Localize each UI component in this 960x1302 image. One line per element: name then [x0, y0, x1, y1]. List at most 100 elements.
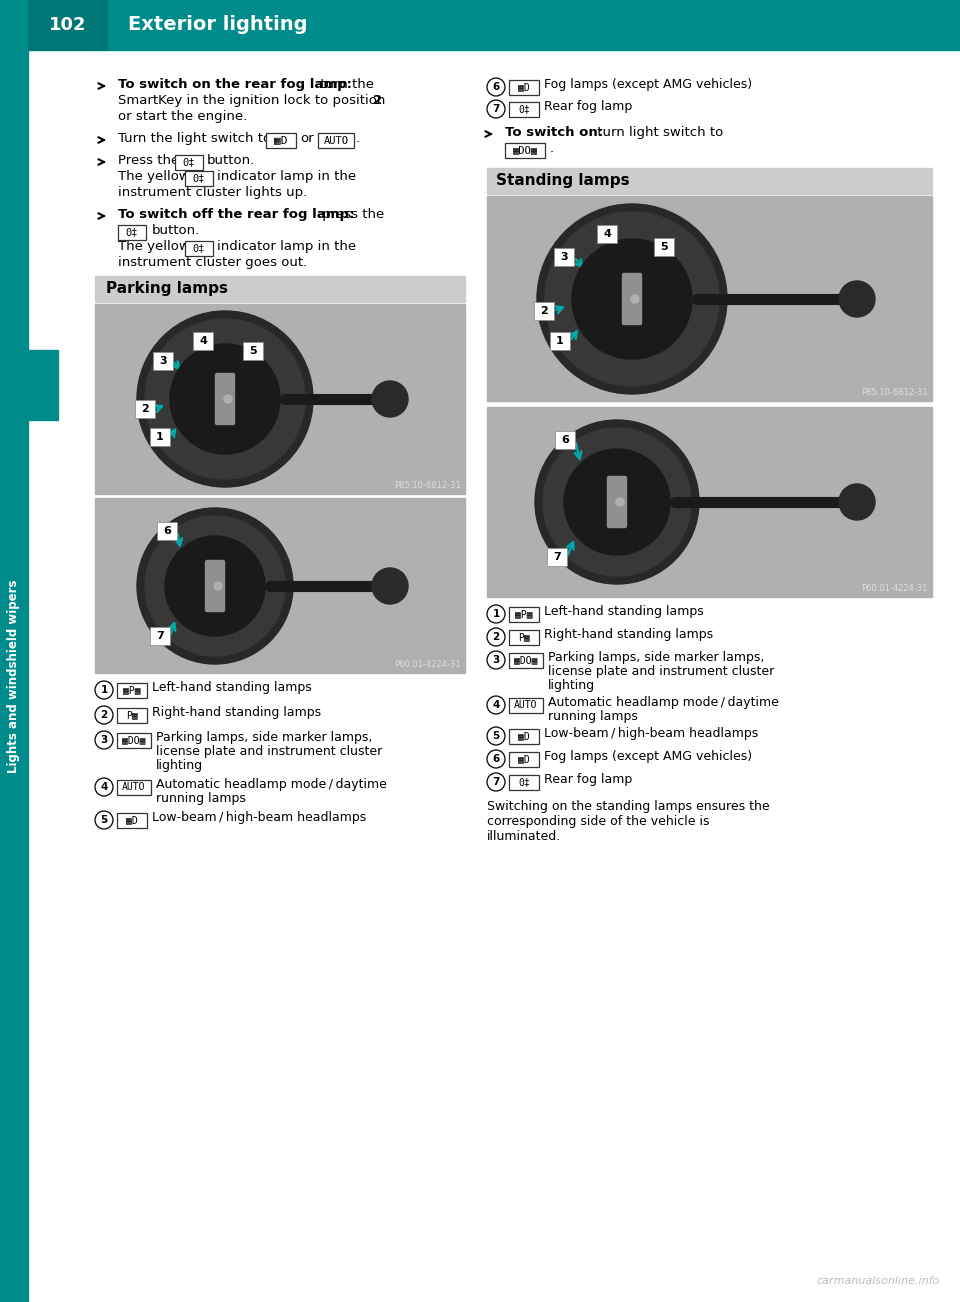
- Text: To switch on the rear fog lamp:: To switch on the rear fog lamp:: [118, 78, 352, 91]
- FancyBboxPatch shape: [185, 241, 213, 256]
- Text: 3: 3: [492, 655, 499, 665]
- FancyBboxPatch shape: [150, 428, 170, 447]
- FancyBboxPatch shape: [654, 238, 674, 256]
- Text: .: .: [356, 132, 360, 145]
- Text: Left-hand standing lamps: Left-hand standing lamps: [544, 605, 704, 618]
- Text: 7: 7: [156, 631, 164, 641]
- Text: Fog lamps (except AMG vehicles): Fog lamps (except AMG vehicles): [544, 750, 752, 763]
- Circle shape: [170, 344, 280, 454]
- FancyBboxPatch shape: [555, 431, 575, 449]
- Text: 1: 1: [556, 336, 564, 346]
- Text: 7: 7: [553, 552, 561, 562]
- FancyBboxPatch shape: [175, 155, 203, 171]
- Text: The yellow: The yellow: [118, 240, 190, 253]
- Text: Parking lamps, side marker lamps,: Parking lamps, side marker lamps,: [156, 730, 372, 743]
- Text: To switch on:: To switch on:: [505, 126, 603, 139]
- Text: 2: 2: [492, 631, 499, 642]
- FancyBboxPatch shape: [243, 342, 263, 359]
- Text: lighting: lighting: [548, 680, 595, 691]
- Text: 0‡: 0‡: [518, 104, 530, 115]
- Bar: [28, 350, 58, 421]
- Circle shape: [487, 605, 505, 622]
- Circle shape: [137, 508, 293, 664]
- Text: Low-beam / high-beam headlamps: Low-beam / high-beam headlamps: [152, 811, 367, 824]
- Text: Automatic headlamp mode / daytime: Automatic headlamp mode / daytime: [156, 779, 387, 792]
- Bar: [28, 0, 108, 49]
- Circle shape: [839, 281, 875, 316]
- Text: 0‡: 0‡: [193, 243, 205, 254]
- Text: 2: 2: [141, 404, 149, 414]
- Text: 2: 2: [540, 306, 548, 316]
- Text: ▦P▦: ▦P▦: [123, 685, 141, 695]
- Bar: [95, 303, 465, 493]
- Text: 7: 7: [492, 104, 500, 115]
- Text: 0‡: 0‡: [518, 777, 530, 788]
- Text: P60.01-4224-31: P60.01-4224-31: [395, 660, 461, 669]
- FancyBboxPatch shape: [157, 522, 177, 540]
- Text: 0‡: 0‡: [182, 158, 195, 168]
- Text: running lamps: running lamps: [548, 710, 637, 723]
- Text: ▦DO▦: ▦DO▦: [122, 736, 146, 746]
- Text: P▦: P▦: [126, 711, 138, 720]
- Circle shape: [372, 568, 408, 604]
- Text: turn light switch to: turn light switch to: [593, 126, 723, 139]
- Text: 6: 6: [492, 82, 499, 92]
- FancyBboxPatch shape: [205, 560, 225, 612]
- Text: 7: 7: [492, 777, 500, 786]
- Bar: [95, 497, 465, 673]
- Text: indicator lamp in the: indicator lamp in the: [217, 240, 356, 253]
- Circle shape: [487, 773, 505, 792]
- Text: 3: 3: [561, 253, 567, 262]
- Circle shape: [537, 204, 727, 395]
- Text: 2: 2: [101, 710, 108, 720]
- Text: P60.01-4224-31: P60.01-4224-31: [861, 585, 928, 592]
- Circle shape: [145, 319, 305, 479]
- FancyBboxPatch shape: [117, 812, 147, 828]
- Text: 102: 102: [49, 16, 86, 34]
- Text: Fog lamps (except AMG vehicles): Fog lamps (except AMG vehicles): [544, 78, 752, 91]
- Text: button.: button.: [207, 154, 255, 167]
- Text: Lights and windshield wipers: Lights and windshield wipers: [8, 579, 20, 773]
- FancyBboxPatch shape: [266, 133, 296, 148]
- FancyBboxPatch shape: [509, 654, 543, 668]
- Circle shape: [572, 240, 692, 359]
- Bar: [108, 0, 960, 49]
- Text: 6: 6: [561, 435, 569, 445]
- Circle shape: [487, 628, 505, 646]
- Circle shape: [543, 428, 691, 575]
- Text: 5: 5: [492, 730, 499, 741]
- Circle shape: [165, 536, 265, 635]
- Text: indicator lamp in the: indicator lamp in the: [217, 171, 356, 184]
- Circle shape: [487, 727, 505, 745]
- Text: ▦DO▦: ▦DO▦: [515, 655, 538, 665]
- Text: press the: press the: [318, 208, 384, 221]
- Text: ▦D: ▦D: [518, 754, 530, 764]
- Circle shape: [487, 697, 505, 713]
- FancyBboxPatch shape: [509, 729, 539, 743]
- Circle shape: [95, 681, 113, 699]
- Circle shape: [372, 381, 408, 417]
- Circle shape: [487, 750, 505, 768]
- FancyBboxPatch shape: [597, 225, 617, 243]
- Text: Turn the light switch to: Turn the light switch to: [118, 132, 271, 145]
- Text: 5: 5: [101, 815, 108, 825]
- FancyBboxPatch shape: [509, 630, 539, 644]
- Text: To switch off the rear fog lamp:: To switch off the rear fog lamp:: [118, 208, 354, 221]
- FancyBboxPatch shape: [318, 133, 354, 148]
- Text: carmanualsonline.info: carmanualsonline.info: [817, 1276, 940, 1286]
- FancyBboxPatch shape: [534, 302, 554, 320]
- FancyBboxPatch shape: [117, 733, 151, 749]
- FancyBboxPatch shape: [554, 247, 574, 266]
- Text: license plate and instrument cluster: license plate and instrument cluster: [548, 665, 775, 678]
- FancyBboxPatch shape: [117, 684, 147, 698]
- FancyBboxPatch shape: [150, 628, 170, 644]
- Text: AUTO: AUTO: [122, 783, 146, 793]
- Text: Press the: Press the: [118, 154, 180, 167]
- Text: P▦: P▦: [518, 633, 530, 642]
- FancyBboxPatch shape: [509, 607, 539, 622]
- Text: Rear fog lamp: Rear fog lamp: [544, 100, 633, 113]
- Text: 5: 5: [250, 346, 257, 355]
- Circle shape: [137, 311, 313, 487]
- FancyBboxPatch shape: [135, 400, 155, 418]
- Text: 6: 6: [163, 526, 171, 536]
